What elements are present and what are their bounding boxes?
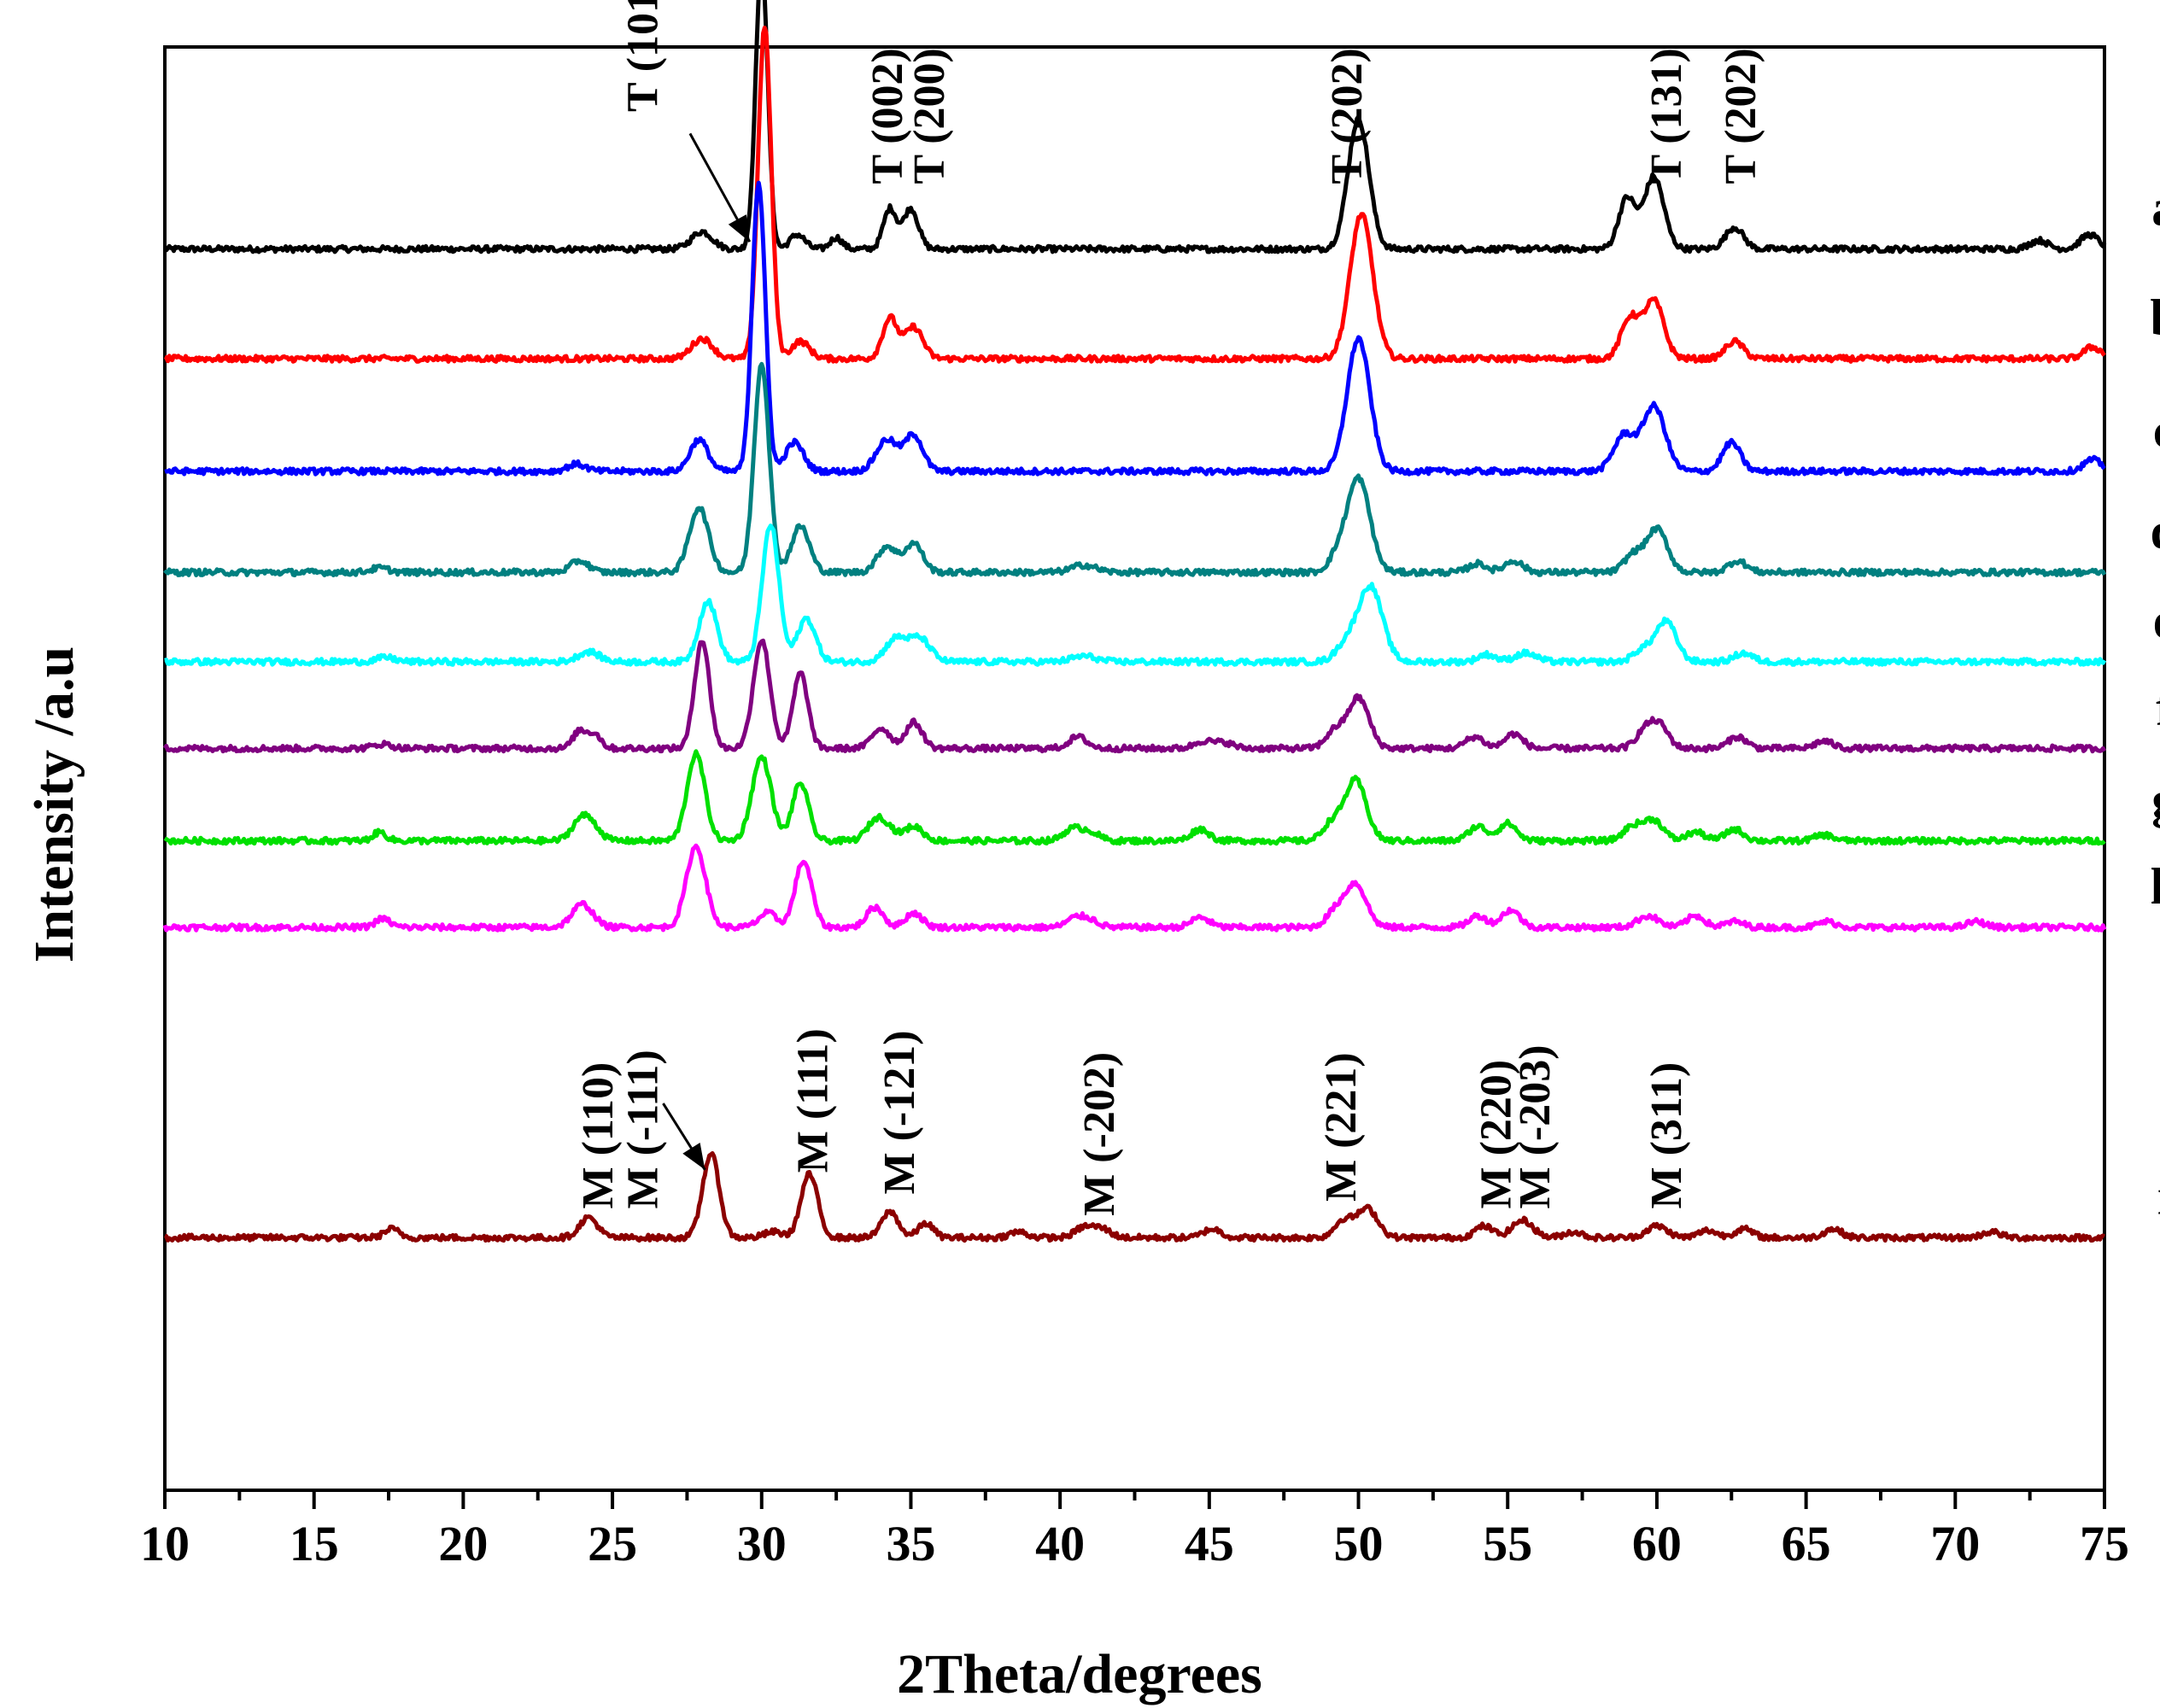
series-labels: abcdefgh i — [2151, 180, 2160, 1225]
series-label-b: b — [2151, 290, 2160, 346]
series-line-a — [162, 0, 2107, 254]
x-tick-label: 35 — [886, 1516, 935, 1571]
series-line-f — [162, 638, 2107, 754]
peak-annotation: M (220) — [1472, 1060, 1521, 1209]
peak-annotation: M (221) — [1317, 1052, 1366, 1202]
annotation-arrow-head — [682, 1143, 705, 1170]
x-tick-label: 30 — [737, 1516, 787, 1571]
x-tick-label: 25 — [588, 1516, 637, 1571]
x-axis-title: 2Theta/degrees — [897, 1643, 1262, 1705]
series-label-e: e — [2153, 593, 2160, 649]
x-tick-label: 50 — [1334, 1516, 1384, 1571]
series-label-c: c — [2153, 402, 2160, 459]
series-label-d: d — [2151, 503, 2160, 559]
peak-annotation: M (-203) — [1511, 1044, 1560, 1208]
peak-annotation: T (202) — [1323, 48, 1372, 184]
peak-annotation: T (101) — [619, 0, 668, 112]
peak-annotation: T (202) — [1717, 48, 1765, 184]
series-group — [162, 0, 2107, 1243]
peak-annotation: M (-202) — [1075, 1052, 1124, 1216]
x-axis-ticks: 10 15 20 25 30 35 40 45 50 55 60 65 70 75 — [140, 1490, 2129, 1571]
peak-annotation: T (200) — [905, 48, 954, 184]
peak-annotation: M (110) — [574, 1062, 623, 1209]
peak-annotation: M (311) — [1642, 1062, 1691, 1209]
series-label-i: i — [2157, 1168, 2160, 1225]
x-tick-label: 10 — [140, 1516, 190, 1571]
peak-annotations: T (101) T (002)T (200) T (202) T (131) T (20… — [574, 0, 1765, 1216]
series-label-a: a — [2151, 180, 2160, 237]
peak-annotation: T (002) — [863, 48, 912, 184]
peak-annotation: M (-111) — [619, 1050, 668, 1208]
x-tick-label: 65 — [1782, 1516, 1831, 1571]
series-label-f: f — [2156, 679, 2160, 735]
series-line-d — [163, 361, 2107, 577]
x-tick-label: 20 — [438, 1516, 488, 1571]
series-line-g — [163, 749, 2106, 846]
series-line-c — [164, 180, 2106, 477]
x-tick-label: 60 — [1632, 1516, 1682, 1571]
series-line-h — [162, 843, 2107, 933]
x-tick-label: 45 — [1185, 1516, 1234, 1571]
plot-border — [163, 45, 2106, 1492]
peak-annotation: M (-121) — [875, 1030, 924, 1194]
x-tick-label: 40 — [1035, 1516, 1085, 1571]
x-tick-label: 15 — [290, 1516, 339, 1571]
series-line-i — [163, 1151, 2106, 1243]
peak-annotation: T (131) — [1642, 48, 1691, 184]
series-line-e — [164, 524, 2107, 667]
annotation-arrow-head — [728, 214, 750, 243]
x-tick-label: 55 — [1483, 1516, 1532, 1571]
peak-annotation: M (111) — [789, 1028, 838, 1173]
plot-frame — [163, 45, 2106, 1492]
x-tick-label: 75 — [2080, 1516, 2129, 1571]
series-label-h: h — [2151, 858, 2160, 915]
series-line-b — [163, 26, 2106, 364]
y-axis-title: Intensity /a.u — [23, 646, 85, 962]
x-tick-label: 70 — [1930, 1516, 1980, 1571]
series-label-g: g — [2151, 772, 2160, 828]
